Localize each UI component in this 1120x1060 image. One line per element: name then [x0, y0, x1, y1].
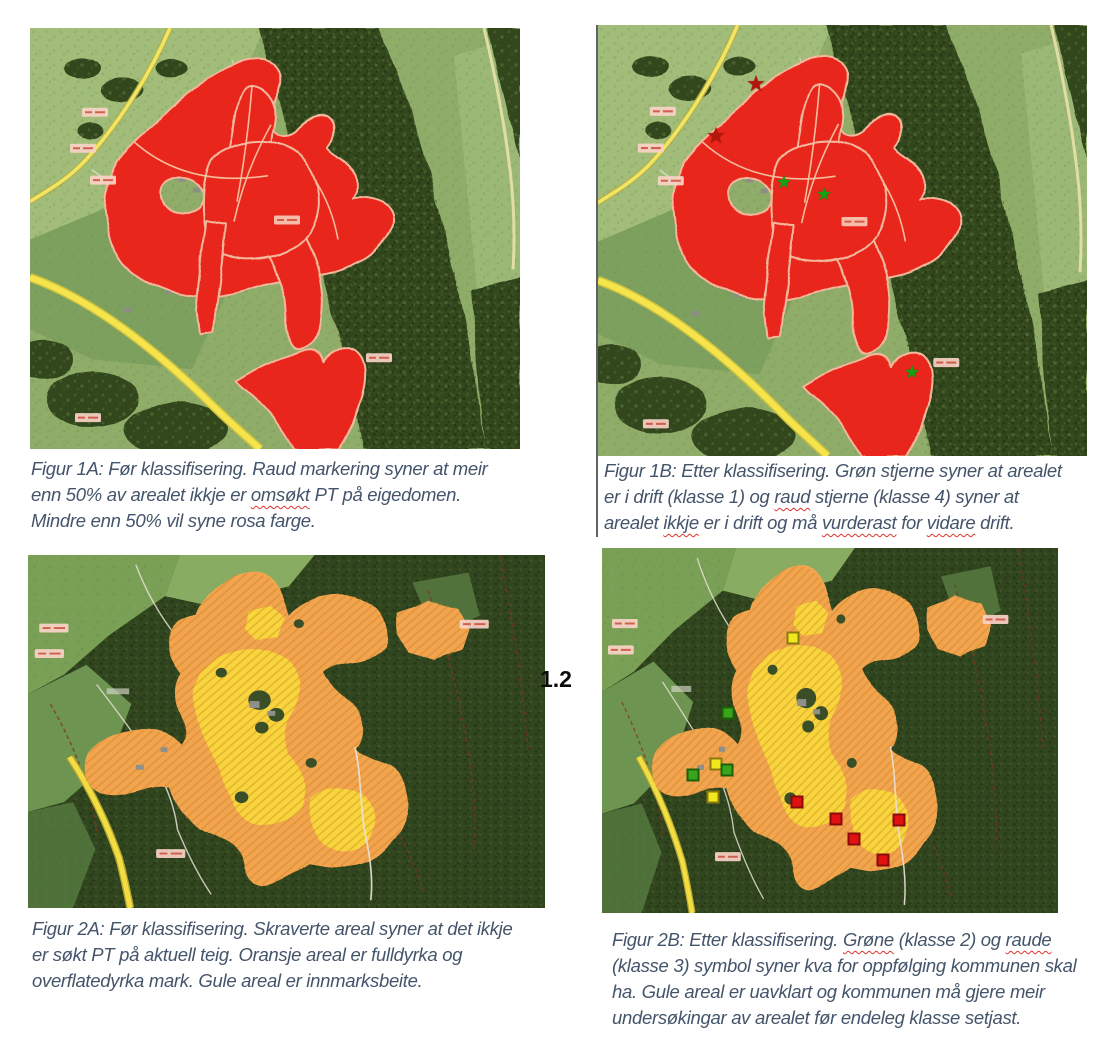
- caption-text: enn 50% av arealet ikkje er: [31, 484, 251, 505]
- caption-text: stjerne (klasse 4) syner at: [810, 486, 1019, 507]
- figure-1a: [30, 28, 520, 449]
- caption-text: er søkt PT på aktuell teig. Oransje area…: [32, 944, 463, 965]
- caption-text: drift.: [975, 512, 1015, 533]
- caption-text: Mindre enn 50% vil syne rosa farge.: [31, 510, 316, 531]
- spellcheck-word: raud: [774, 486, 811, 507]
- caption-text: overflatedyrka mark. Gule areal er innma…: [32, 970, 423, 991]
- caption-text: er i drift og må: [698, 512, 822, 533]
- spellcheck-word: vidare: [926, 512, 976, 533]
- caption-text: Figur 2A: Før klassifisering. Skraverte …: [32, 918, 513, 939]
- figure-2b: [602, 548, 1058, 913]
- caption-text: (klasse 2) og: [893, 929, 1006, 950]
- caption-text: for: [896, 512, 927, 533]
- caption-text: undersøkingar av arealet før endeleg kla…: [612, 1007, 1022, 1028]
- caption-figur-2b: Figur 2B: Etter klassifisering. Grøne (k…: [612, 927, 1077, 1031]
- aerial-map-figur-1a: [30, 28, 520, 449]
- aerial-photo-orange-yellow-after: [602, 548, 1058, 913]
- caption-text: Figur 1B: Etter klassifisering. Grøn stj…: [604, 460, 1062, 481]
- spellcheck-word: Grøne: [842, 929, 894, 950]
- caption-figur-1b: Figur 1B: Etter klassifisering. Grøn stj…: [604, 458, 1062, 536]
- spellcheck-word: ikkje: [663, 512, 699, 533]
- spellcheck-word: raude: [1005, 929, 1052, 950]
- spellcheck-word: omsøkt: [250, 484, 310, 505]
- caption-text: (klasse 3) symbol syner kva for oppfølgi…: [612, 955, 1077, 976]
- figure-2a: [28, 555, 545, 908]
- aerial-photo-red-overlay-after: [598, 25, 1087, 456]
- aerial-photo-red-overlay-before: [30, 28, 520, 449]
- caption-text: er i drift (klasse 1) og: [604, 486, 775, 507]
- caption-text: Figur 2B: Etter klassifisering.: [612, 929, 843, 950]
- aerial-map-figur-2b: [602, 548, 1058, 913]
- caption-text: ha. Gule areal er uavklart og kommunen m…: [612, 981, 1045, 1002]
- caption-figur-1a: Figur 1A: Før klassifisering. Raud marke…: [31, 456, 488, 534]
- aerial-map-figur-1b: ★ ★ ★ ★ ★: [598, 25, 1087, 456]
- aerial-photo-orange-yellow-before: [28, 555, 545, 908]
- aerial-map-figur-2a: [28, 555, 545, 908]
- section-number: 1.2: [540, 666, 572, 692]
- spellcheck-word: vurderast: [821, 512, 897, 533]
- caption-text: Figur 1A: Før klassifisering. Raud marke…: [31, 458, 488, 479]
- caption-figur-2a: Figur 2A: Før klassifisering. Skraverte …: [32, 916, 513, 994]
- caption-text: PT på eigedomen.: [309, 484, 462, 505]
- caption-text: arealet: [604, 512, 664, 533]
